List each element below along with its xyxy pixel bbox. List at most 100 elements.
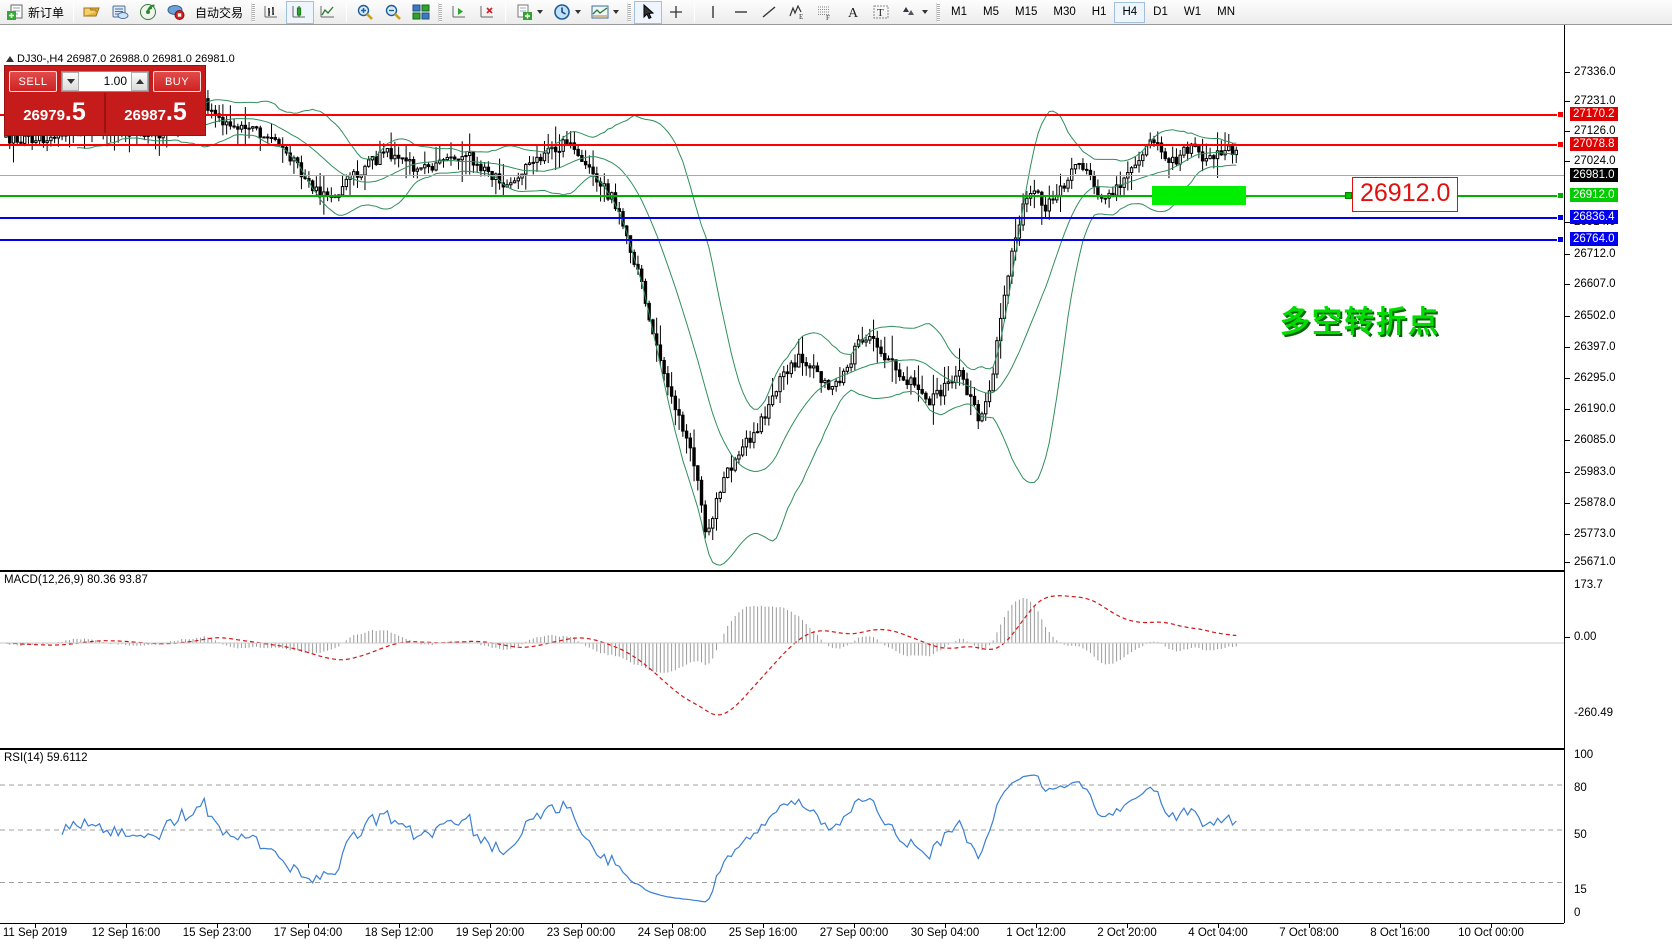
shift-end-button[interactable] [445,1,473,24]
data-window-button[interactable] [162,1,190,24]
horizontal-line-icon [732,3,750,21]
auto-scroll-button[interactable] [473,1,501,24]
price-marker-26764[interactable]: 26764.0 [1570,232,1618,246]
axis-tick [1565,503,1570,504]
rsi-pane[interactable] [0,751,1564,923]
time-axis-label: 8 Oct 16:00 [1370,927,1430,939]
timeframe-m5[interactable]: M5 [983,5,999,18]
bar-chart-button[interactable] [258,1,286,24]
volume-stepper[interactable]: 1.00 [61,70,149,92]
volume-value[interactable]: 1.00 [103,74,127,88]
price-marker-27170[interactable]: 27170.2 [1570,107,1618,121]
zoom-in-button[interactable] [351,1,379,24]
chart-area[interactable]: 26912.0 多空转折点 MACD(12,26,9) 80.36 93.87 … [0,25,1672,948]
shapes-button[interactable] [895,1,933,24]
rsi-axis-label: 50 [1574,829,1587,841]
clock-icon [553,3,571,21]
pivot-line-26912[interactable] [0,195,1564,197]
current-price-line[interactable] [0,175,1564,176]
chevron-down-icon[interactable] [537,10,544,14]
profiles-button[interactable] [106,1,134,24]
chevron-down-icon[interactable] [613,10,620,14]
indicators-button[interactable] [510,1,548,24]
line-chart-button[interactable] [314,1,342,24]
buy-button[interactable]: BUY [153,70,201,92]
time-axis-label: 27 Sep 00:00 [819,927,889,939]
candlestick-chart-button[interactable] [286,0,315,24]
resistance-line-27078-handle[interactable] [1557,141,1564,148]
highlight-rectangle[interactable] [1152,186,1246,205]
axis-tick [1565,131,1570,132]
price-marker-27078[interactable]: 27078.8 [1570,137,1618,151]
rsi-axis-label: 15 [1574,884,1587,896]
time-axis-label: 25 Sep 16:00 [728,927,798,939]
market-watch-button[interactable] [134,1,162,24]
new-order-button[interactable]: 新订单 [2,1,69,24]
one-click-trading-panel[interactable]: SELL 1.00 BUY 26979 .5 [4,65,206,136]
folder-button[interactable] [78,1,106,24]
buy-price[interactable]: 26987 .5 [106,93,205,133]
crosshair-button[interactable] [662,1,690,24]
price-pane[interactable] [0,25,1564,573]
price-marker-26836[interactable]: 26836.4 [1570,210,1618,224]
volume-increase-button[interactable] [131,71,148,91]
time-axis[interactable]: 11 Sep 2019 12 Sep 16:00 15 Sep 23:00 17 Se… [0,923,1564,948]
macd-label: MACD(12,26,9) 80.36 93.87 [4,574,148,586]
timeframe-h1[interactable]: H1 [1091,5,1107,18]
resistance-line-27170-handle[interactable] [1557,111,1564,118]
horizontal-line-button[interactable] [727,1,755,24]
symbol-header-text: DJ30-,H4 26987.0 26988.0 26981.0 26981.0 [17,53,235,65]
chevron-down-icon[interactable] [575,10,582,14]
chinese-annotation[interactable]: 多空转折点 [1280,305,1440,340]
timeframe-m1[interactable]: M1 [951,5,968,18]
timeframe-d1[interactable]: D1 [1153,5,1168,18]
price-axis[interactable]: 27336.027231.027126.027024.026914.026712… [1564,25,1672,923]
chevron-down-icon[interactable] [922,10,929,14]
support-line-26764[interactable] [0,239,1564,241]
svg-text:F: F [826,14,830,21]
volume-decrease-button[interactable] [62,71,79,91]
timeframe-m15[interactable]: M15 [1015,5,1038,18]
support-line-26836[interactable] [0,217,1564,219]
rsi-axis-label: 80 [1574,782,1587,794]
text-button[interactable]: A [839,1,867,24]
timeframe-h4[interactable]: H4 [1114,1,1146,23]
timeframe-m30[interactable]: M30 [1053,5,1076,18]
templates-button[interactable] [586,1,624,24]
cursor-button[interactable] [634,0,663,24]
resistance-line-27170[interactable] [0,114,1564,116]
support-line-26836-handle[interactable] [1557,214,1564,221]
panel-divider [104,93,106,133]
pivot-line-26912-handle[interactable] [1557,192,1564,199]
price-tag-label[interactable]: 26912.0 [1352,177,1459,212]
macd-pane[interactable] [0,573,1564,748]
support-line-26764-handle[interactable] [1557,236,1564,243]
trendline-button[interactable] [755,1,783,24]
price-marker-26912[interactable]: 26912.0 [1570,188,1618,202]
sell-button[interactable]: SELL [9,70,57,92]
symbol-header: DJ30-,H4 26987.0 26988.0 26981.0 26981.0 [6,53,235,65]
sell-price[interactable]: 26979 .5 [5,93,104,133]
zoom-out-button[interactable] [379,1,407,24]
period-button[interactable] [548,1,586,24]
tile-windows-button[interactable] [407,1,435,24]
resistance-line-27078[interactable] [0,144,1564,146]
vertical-line-button[interactable] [699,1,727,24]
price-axis-label: 25983.0 [1574,466,1616,478]
fibonacci-button[interactable]: F [811,1,839,24]
time-tick [854,924,855,928]
autotrade-button[interactable]: 自动交易 [190,1,248,24]
timeframe-mn[interactable]: MN [1217,5,1235,18]
text-label-icon: T [872,3,890,21]
text-label-button[interactable]: T [867,1,895,24]
svg-text:A: A [848,6,859,21]
price-marker-current[interactable]: 26981.0 [1570,168,1618,182]
price-axis-label: 26085.0 [1574,434,1616,446]
timeframe-w1[interactable]: W1 [1183,5,1202,18]
price-tag-handle[interactable] [1345,192,1352,199]
axis-tick [1565,347,1570,348]
elliott-wave-button[interactable]: E [783,1,811,24]
time-axis-label: 10 Oct 00:00 [1458,927,1524,939]
line-chart-icon [319,3,337,21]
rsi-label: RSI(14) 59.6112 [4,752,88,764]
